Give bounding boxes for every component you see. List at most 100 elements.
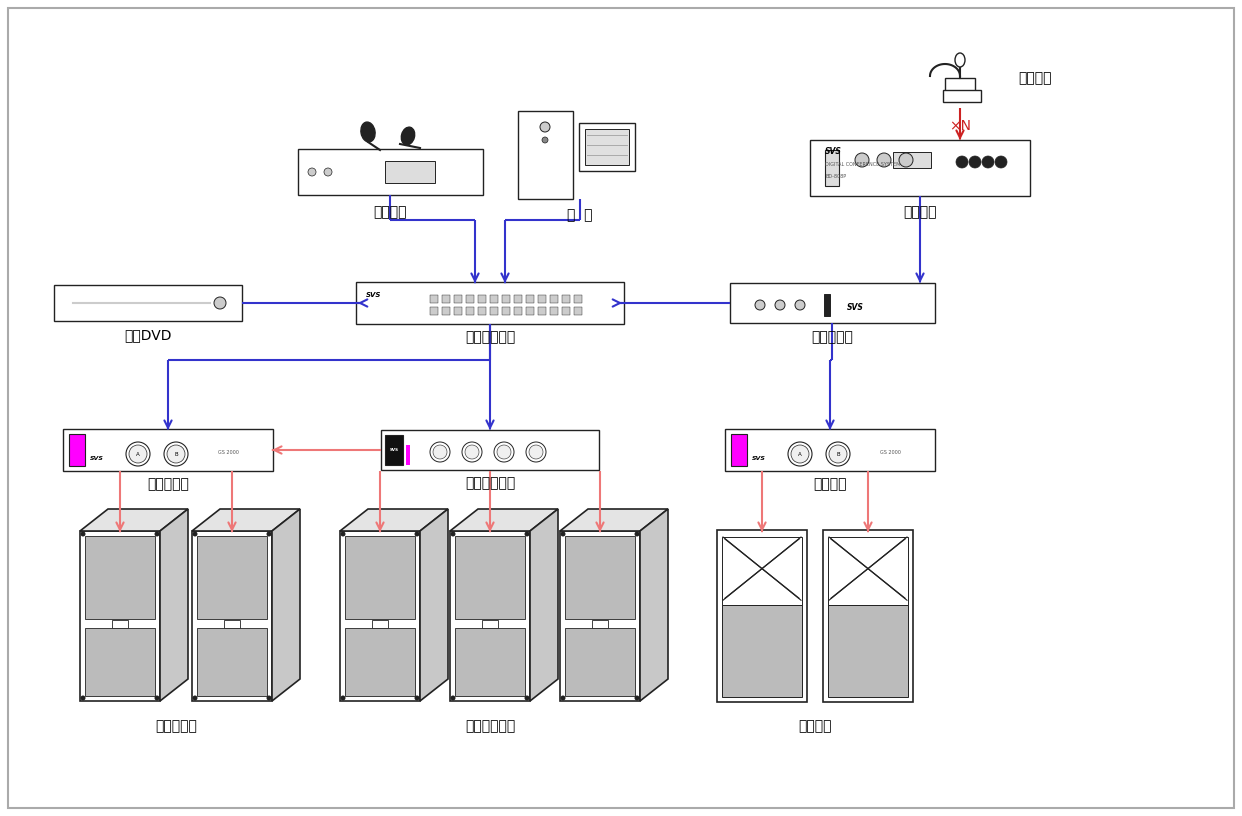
FancyBboxPatch shape [345,628,415,696]
Circle shape [982,156,994,168]
FancyBboxPatch shape [561,295,570,303]
Circle shape [560,695,565,700]
Text: 返听功放: 返听功放 [814,477,847,491]
Text: 辅助扩声功放: 辅助扩声功放 [465,476,515,490]
FancyBboxPatch shape [565,536,635,619]
Circle shape [529,445,543,459]
Circle shape [267,695,272,700]
FancyBboxPatch shape [502,307,510,315]
Text: 发言单元: 发言单元 [1018,71,1052,85]
Circle shape [324,168,332,176]
Circle shape [462,442,482,462]
FancyBboxPatch shape [574,295,582,303]
Circle shape [635,531,640,536]
Circle shape [775,300,785,310]
FancyBboxPatch shape [406,445,410,465]
Circle shape [969,156,981,168]
Circle shape [540,122,550,132]
FancyBboxPatch shape [381,430,599,470]
Circle shape [430,442,450,462]
Circle shape [193,695,197,700]
FancyBboxPatch shape [550,295,558,303]
FancyBboxPatch shape [455,536,525,619]
Circle shape [433,445,447,459]
Circle shape [129,445,147,463]
FancyBboxPatch shape [579,123,635,171]
Polygon shape [340,509,448,531]
FancyBboxPatch shape [828,537,908,605]
FancyBboxPatch shape [224,620,240,628]
Polygon shape [193,531,272,701]
Circle shape [828,445,847,463]
FancyBboxPatch shape [943,90,981,102]
FancyBboxPatch shape [491,307,498,315]
FancyBboxPatch shape [455,628,525,696]
Polygon shape [560,509,668,531]
Circle shape [635,695,640,700]
Text: BD-808P: BD-808P [825,174,846,179]
FancyBboxPatch shape [722,605,802,697]
FancyBboxPatch shape [538,295,546,303]
FancyBboxPatch shape [592,620,609,628]
Text: SVS: SVS [751,455,766,460]
FancyBboxPatch shape [430,295,438,303]
FancyBboxPatch shape [430,307,438,315]
Polygon shape [530,509,558,701]
Text: SVS: SVS [825,148,842,157]
Text: 主扩声功放: 主扩声功放 [147,477,189,491]
Polygon shape [450,531,530,701]
Circle shape [81,531,86,536]
Circle shape [451,531,456,536]
FancyBboxPatch shape [945,78,975,94]
Circle shape [415,531,420,536]
FancyBboxPatch shape [828,605,908,697]
FancyBboxPatch shape [823,530,913,702]
FancyBboxPatch shape [810,140,1030,196]
FancyBboxPatch shape [466,295,474,303]
Circle shape [154,531,159,536]
Text: 反馈抑制器: 反馈抑制器 [811,330,853,344]
FancyBboxPatch shape [385,435,402,465]
Circle shape [542,137,548,143]
Circle shape [899,153,913,167]
Circle shape [415,695,420,700]
Circle shape [956,156,968,168]
Circle shape [755,300,765,310]
FancyBboxPatch shape [197,628,267,696]
Circle shape [340,695,345,700]
FancyBboxPatch shape [538,307,546,315]
Circle shape [527,442,546,462]
FancyBboxPatch shape [345,536,415,619]
Polygon shape [450,509,558,531]
FancyBboxPatch shape [84,536,155,619]
Polygon shape [79,531,160,701]
Circle shape [465,445,479,459]
Circle shape [308,168,315,176]
FancyBboxPatch shape [478,295,486,303]
FancyBboxPatch shape [482,620,498,628]
Circle shape [787,442,812,466]
FancyBboxPatch shape [455,295,462,303]
Text: GS 2000: GS 2000 [881,450,900,455]
FancyBboxPatch shape [565,628,635,696]
FancyBboxPatch shape [574,307,582,315]
Polygon shape [340,531,420,701]
Circle shape [524,531,529,536]
FancyBboxPatch shape [514,295,522,303]
Ellipse shape [955,53,965,67]
Circle shape [854,153,869,167]
FancyBboxPatch shape [197,536,267,619]
FancyBboxPatch shape [63,429,273,471]
Text: SVS: SVS [390,448,399,452]
Text: SVS: SVS [89,455,104,460]
Circle shape [877,153,891,167]
Circle shape [193,531,197,536]
Text: 辅助扩声音箱: 辅助扩声音箱 [465,719,515,733]
FancyBboxPatch shape [298,149,482,195]
FancyBboxPatch shape [84,628,155,696]
FancyBboxPatch shape [825,150,840,186]
Circle shape [795,300,805,310]
Circle shape [164,442,188,466]
FancyBboxPatch shape [442,295,450,303]
FancyBboxPatch shape [455,307,462,315]
